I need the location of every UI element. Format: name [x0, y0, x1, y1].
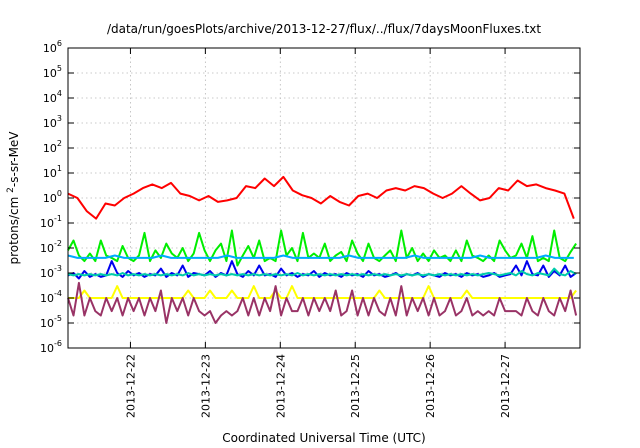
x-tick-label: 2013-12-24	[274, 354, 287, 418]
y-tick-label-exponent: -6	[54, 339, 62, 348]
series-line-1	[67, 175, 575, 220]
y-tick-label-base: 10	[40, 342, 54, 355]
y-axis-label-superscript: 2	[6, 187, 16, 193]
series-line-3	[67, 254, 574, 259]
y-tick-label: 10-6	[40, 339, 62, 355]
x-tick-label: 2013-12-25	[349, 354, 362, 418]
y-tick-label-exponent: 3	[57, 114, 62, 123]
series-line-6	[68, 285, 577, 299]
series-line-2	[67, 229, 577, 267]
y-tick-label: 10-1	[40, 214, 62, 230]
y-axis-ticks: 10610510410310210110010-110-210-310-410-…	[40, 39, 580, 355]
y-tick-label-base: 10	[40, 292, 54, 305]
y-tick-label-exponent: 4	[57, 89, 62, 98]
y-tick-label: 10-2	[40, 239, 62, 255]
y-tick-label: 105	[43, 64, 62, 80]
y-tick-label: 104	[43, 89, 62, 105]
y-tick-label-exponent: 1	[57, 164, 62, 173]
series-line-5	[67, 267, 577, 277]
grid-lines	[68, 48, 580, 348]
y-tick-label-base: 10	[43, 117, 57, 130]
x-axis-ticks: 2013-12-22 2013-12-23 2013-12-24 2013-12-25…	[124, 48, 512, 418]
y-tick-label-exponent: 0	[57, 189, 62, 198]
y-axis-label-text: protons/cm	[7, 197, 21, 265]
y-axis-label: protons/cm 2-s-sr-MeV	[6, 131, 21, 265]
y-tick-label-exponent: -1	[54, 214, 62, 223]
y-tick-label-base: 10	[43, 142, 57, 155]
y-tick-label: 10-4	[40, 289, 62, 305]
y-tick-label-base: 10	[43, 42, 57, 55]
x-tick-label: 2013-12-26	[424, 354, 437, 418]
y-tick-label-exponent: 5	[57, 64, 62, 73]
y-tick-label-base: 10	[43, 192, 57, 205]
y-tick-label-base: 10	[43, 92, 57, 105]
series-line-7	[67, 281, 578, 324]
y-axis-label-text: -s-sr-MeV	[7, 131, 21, 187]
x-axis-label: Coordinated Universal Time (UTC)	[222, 431, 425, 445]
y-tick-label: 101	[43, 164, 62, 180]
y-tick-label-base: 10	[43, 67, 57, 80]
y-tick-label: 10-3	[40, 264, 62, 280]
y-tick-label: 103	[43, 114, 62, 130]
y-tick-label-exponent: -2	[54, 239, 62, 248]
y-tick-label: 100	[43, 189, 62, 205]
y-tick-label-exponent: -3	[54, 264, 62, 273]
y-tick-label-base: 10	[40, 217, 54, 230]
series-group	[67, 175, 578, 324]
y-tick-label: 10-5	[40, 314, 62, 330]
x-tick-label: 2013-12-22	[124, 354, 137, 418]
chart-title: /data/run/goesPlots/archive/2013-12-27/f…	[107, 22, 541, 36]
y-tick-label: 106	[43, 39, 62, 55]
y-tick-label-base: 10	[40, 242, 54, 255]
y-tick-label: 102	[43, 139, 62, 155]
x-tick-label: 2013-12-23	[199, 354, 212, 418]
y-tick-label-exponent: -5	[54, 314, 62, 323]
x-tick-label: 2013-12-27	[499, 354, 512, 418]
y-tick-label-exponent: 6	[57, 39, 62, 48]
y-tick-label-base: 10	[40, 267, 54, 280]
y-tick-label-base: 10	[40, 317, 54, 330]
y-tick-label-exponent: 2	[57, 139, 62, 148]
y-tick-label-base: 10	[43, 167, 57, 180]
y-tick-label-exponent: -4	[54, 289, 62, 298]
